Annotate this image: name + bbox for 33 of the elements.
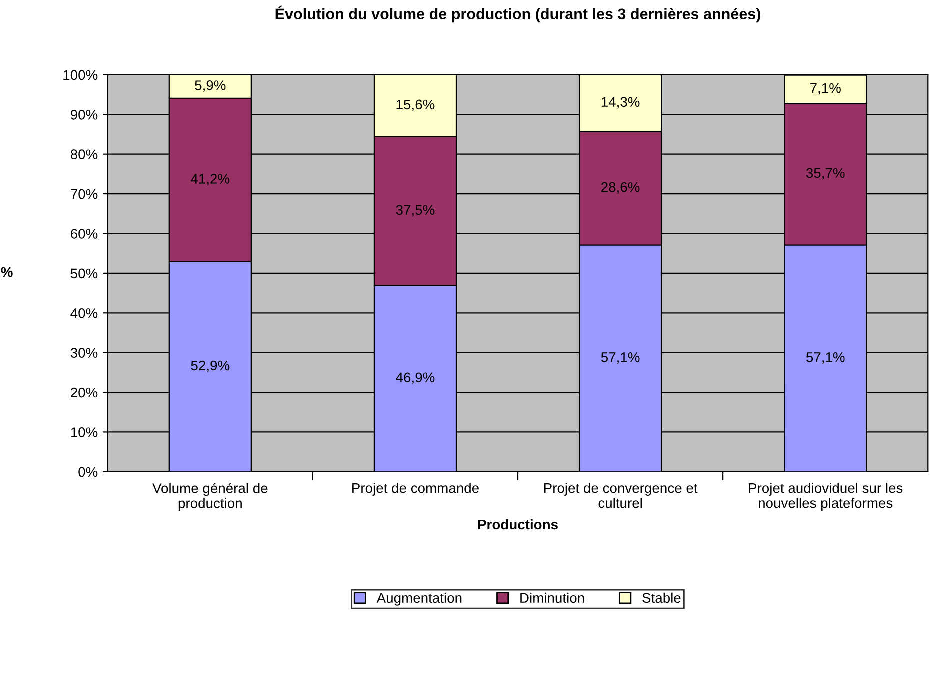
y-tick-label: 30% <box>70 348 98 358</box>
data-label: 5,9% <box>195 80 226 92</box>
x-tick-label: Projet de convergence et culturel <box>544 483 698 508</box>
data-label: 41,2% <box>191 174 230 186</box>
data-label: 46,9% <box>396 372 435 384</box>
y-tick-label: 60% <box>71 229 98 239</box>
data-label: 28,6% <box>602 182 640 194</box>
y-tick-label: 40% <box>70 308 98 318</box>
y-tick-label: 90% <box>71 110 98 120</box>
y-axis-title: % <box>1 267 13 278</box>
data-label: 57,1% <box>806 352 845 364</box>
y-tick-label: 100% <box>64 70 98 80</box>
legend-label: Stable <box>642 592 681 604</box>
x-tick-label: Projet de commande <box>352 483 479 496</box>
y-tick-label: 70% <box>71 189 98 200</box>
legend-label: Augmentation <box>376 592 462 606</box>
data-label: 57,1% <box>601 352 640 364</box>
data-label: 14,3% <box>602 97 640 109</box>
y-tick-label: 0% <box>78 467 98 478</box>
y-tick-label: 50% <box>70 268 98 279</box>
data-label: 52,9% <box>191 360 230 372</box>
x-axis-title: Productions <box>478 519 558 530</box>
data-label: 15,6% <box>396 100 435 112</box>
legend-label: Diminution <box>520 592 584 604</box>
y-tick-label: 80% <box>70 150 98 160</box>
x-tick-label: Volume général de production <box>152 483 268 512</box>
x-tick-label: Projet audioviduel sur les nouvelles plateformes <box>749 483 903 511</box>
y-tick-label: 20% <box>71 388 98 398</box>
data-label: 35,7% <box>806 168 845 180</box>
data-label: 7,1% <box>810 83 841 95</box>
y-tick-label: 10% <box>71 428 98 438</box>
data-label: 37,5% <box>396 205 435 217</box>
chart-title: Évolution du volume de production (durant les 3 dernières années) <box>276 6 760 23</box>
